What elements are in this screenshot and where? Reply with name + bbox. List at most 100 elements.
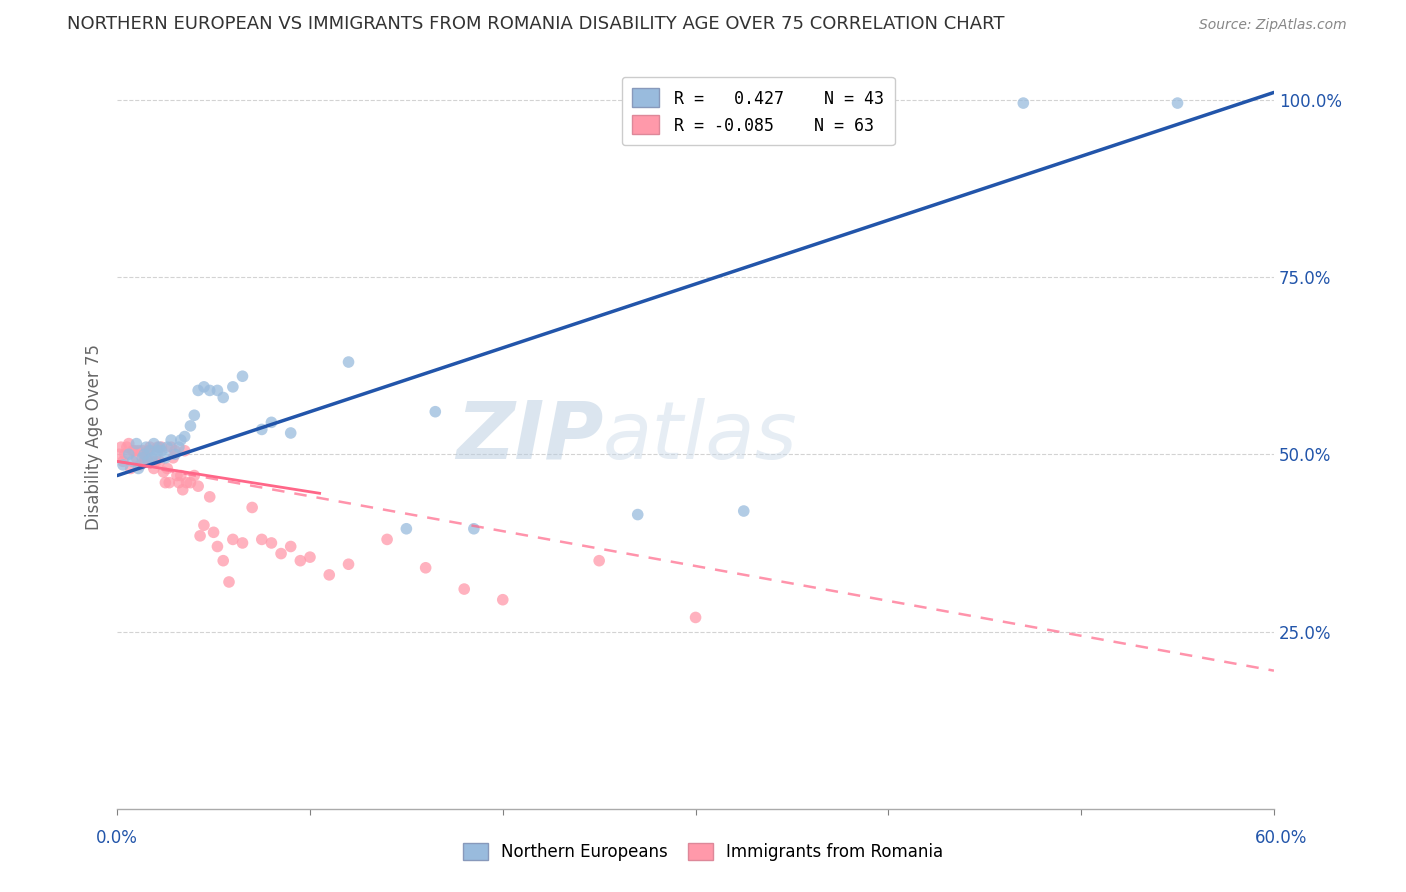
Point	[187, 384, 209, 398]
Point	[395, 522, 418, 536]
Point	[375, 533, 398, 547]
Point	[160, 433, 183, 447]
Point	[193, 518, 215, 533]
Point	[173, 443, 195, 458]
Point	[187, 479, 209, 493]
Text: ZIP: ZIP	[456, 398, 603, 475]
Point	[167, 475, 190, 490]
Point	[156, 461, 179, 475]
Point	[198, 384, 221, 398]
Point	[146, 443, 169, 458]
Point	[231, 369, 253, 384]
Point	[179, 418, 201, 433]
Text: 0.0%: 0.0%	[96, 829, 138, 847]
Point	[176, 475, 198, 490]
Point	[163, 443, 186, 458]
Point	[125, 450, 148, 465]
Point	[135, 440, 157, 454]
Point	[118, 447, 141, 461]
Point	[260, 415, 283, 429]
Point	[136, 443, 159, 458]
Point	[129, 458, 152, 472]
Point	[110, 440, 132, 454]
Point	[250, 422, 273, 436]
Point	[298, 550, 321, 565]
Point	[157, 475, 180, 490]
Point	[290, 554, 312, 568]
Point	[337, 355, 360, 369]
Point	[149, 454, 172, 468]
Point	[222, 533, 245, 547]
Point	[121, 443, 143, 458]
Point	[155, 450, 177, 465]
Point	[141, 454, 163, 468]
Point	[114, 447, 136, 461]
Point	[134, 447, 156, 461]
Point	[627, 508, 650, 522]
Point	[141, 450, 163, 465]
Point	[167, 440, 190, 454]
Point	[127, 443, 149, 458]
Point	[240, 500, 263, 515]
Point	[183, 468, 205, 483]
Point	[136, 454, 159, 468]
Point	[172, 483, 194, 497]
Point	[145, 454, 167, 468]
Point	[188, 529, 211, 543]
Point	[198, 490, 221, 504]
Point	[142, 436, 165, 450]
Point	[162, 450, 184, 465]
Legend: Northern Europeans, Immigrants from Romania: Northern Europeans, Immigrants from Roma…	[456, 836, 950, 868]
Point	[127, 461, 149, 475]
Point	[150, 440, 173, 454]
Point	[108, 447, 131, 461]
Point	[270, 547, 292, 561]
Point	[280, 540, 302, 554]
Point	[135, 450, 157, 465]
Point	[212, 554, 235, 568]
Point	[337, 558, 360, 572]
Point	[152, 465, 174, 479]
Point	[134, 454, 156, 468]
Y-axis label: Disability Age Over 75: Disability Age Over 75	[86, 343, 103, 530]
Point	[170, 433, 193, 447]
Point	[207, 384, 229, 398]
Point	[131, 443, 153, 458]
Point	[250, 533, 273, 547]
Point	[139, 440, 162, 454]
Text: 60.0%: 60.0%	[1256, 829, 1308, 847]
Point	[179, 475, 201, 490]
Point	[163, 447, 186, 461]
Point	[1167, 96, 1189, 111]
Point	[156, 440, 179, 454]
Point	[685, 610, 707, 624]
Point	[111, 458, 134, 472]
Legend: R =   0.427    N = 43, R = -0.085    N = 63: R = 0.427 N = 43, R = -0.085 N = 63	[621, 77, 894, 145]
Point	[142, 461, 165, 475]
Point	[125, 436, 148, 450]
Point	[149, 440, 172, 454]
Point	[146, 440, 169, 454]
Point	[318, 567, 340, 582]
Point	[212, 391, 235, 405]
Point	[155, 475, 177, 490]
Point	[231, 536, 253, 550]
Point	[280, 425, 302, 440]
Point	[150, 443, 173, 458]
Point	[492, 592, 515, 607]
Point	[222, 380, 245, 394]
Point	[166, 468, 188, 483]
Point	[120, 461, 142, 475]
Point	[145, 447, 167, 461]
Point	[160, 440, 183, 454]
Text: Source: ZipAtlas.com: Source: ZipAtlas.com	[1199, 18, 1347, 31]
Point	[463, 522, 485, 536]
Point	[139, 443, 162, 458]
Point	[202, 525, 225, 540]
Point	[415, 561, 437, 575]
Point	[170, 468, 193, 483]
Point	[1012, 96, 1035, 111]
Point	[588, 554, 610, 568]
Point	[111, 454, 134, 468]
Point	[207, 540, 229, 554]
